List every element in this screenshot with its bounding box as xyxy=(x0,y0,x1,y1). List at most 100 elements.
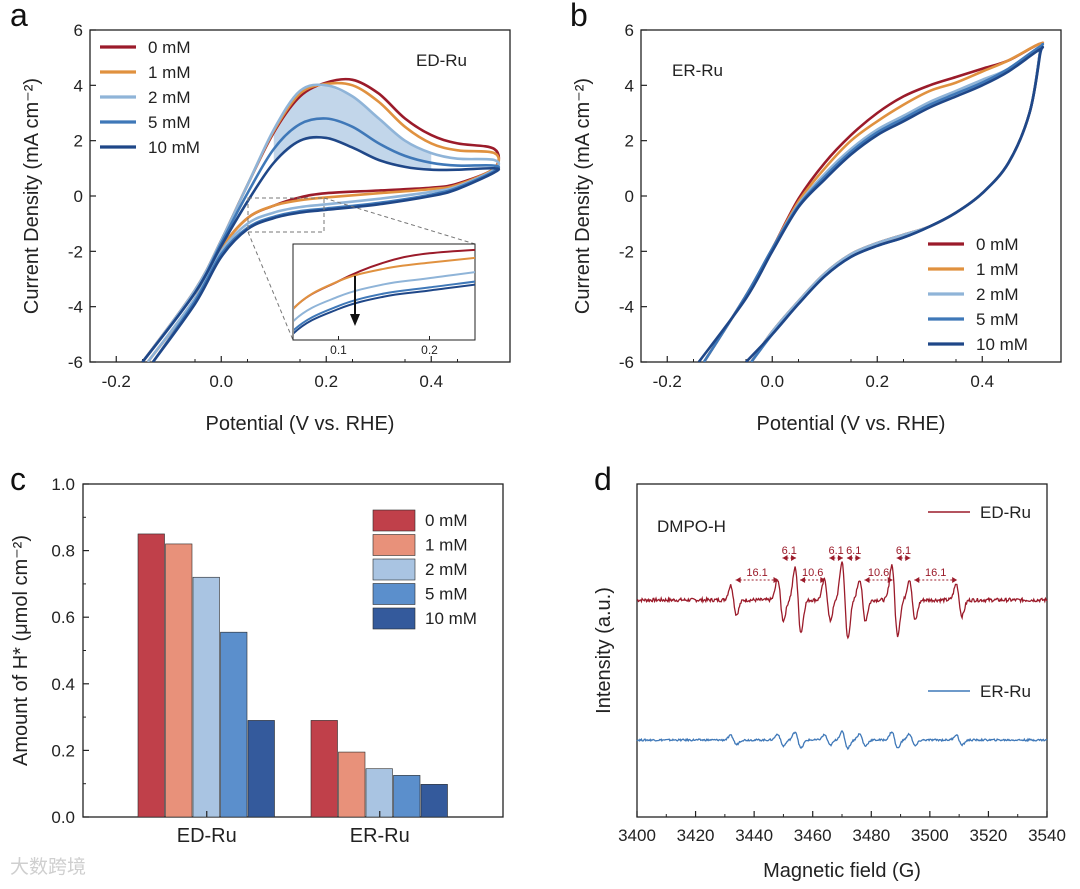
x-tick-label: 0.4 xyxy=(419,372,443,391)
y-tick-label: 1.0 xyxy=(51,475,75,494)
legend-swatch xyxy=(372,534,416,556)
bar xyxy=(165,543,193,818)
y-tick-label: 2 xyxy=(74,132,83,151)
x-tick-label: 3420 xyxy=(677,826,715,845)
y-tick-label: -2 xyxy=(68,242,83,261)
zoom-box xyxy=(247,197,325,233)
x-tick-label: 0.0 xyxy=(209,372,233,391)
panel-c-bar-chart: c 0.0 0.2 0.4 0.6 0.8 1.0 Amount of H* (μmol cm… xyxy=(10,461,504,847)
x-tick-label: 3460 xyxy=(794,826,832,845)
splitting-arrow-head xyxy=(782,555,788,561)
x-tick-label: 0.0 xyxy=(760,372,784,391)
legend-label: 1 mM xyxy=(976,260,1019,279)
legend-swatch xyxy=(372,583,416,605)
x-tick-label: 0.4 xyxy=(970,372,994,391)
x-axis-label: Magnetic field (G) xyxy=(763,860,921,882)
legend-swatch xyxy=(372,607,416,630)
legend-swatch xyxy=(372,558,416,581)
bar xyxy=(393,775,421,818)
y-tick-label: -4 xyxy=(68,298,83,317)
y-tick-label: 0 xyxy=(625,187,634,206)
panel-d-epr-spectra: d 3400 3420 3440 3460 3480 3500 3520 3540 Magneti… xyxy=(593,461,1066,882)
x-tick-label: ED-Ru xyxy=(177,825,237,847)
y-tick-label: 0.2 xyxy=(51,741,75,760)
splitting-arrow-head xyxy=(914,577,920,583)
splitting-arrow-head xyxy=(952,577,958,583)
splitting-arrow-head xyxy=(800,577,806,583)
legend-label: 2 mM xyxy=(976,285,1019,304)
splitting-label: 10.6 xyxy=(802,567,823,579)
epr-spectrum xyxy=(636,561,1048,640)
legend-label: 1 mM xyxy=(148,63,191,82)
x-tick-label: 3520 xyxy=(970,826,1008,845)
splitting-arrow-head xyxy=(846,555,852,561)
sample-annotation: DMPO-H xyxy=(657,517,726,536)
splitting-arrow-head xyxy=(837,555,843,561)
splitting-arrow-head xyxy=(905,555,911,561)
panel-a-cv-ed-ru: a -0.2 0.0 0.2 0.4 -6 -4 -2 0 2 4 6 Potential (V vs.… xyxy=(10,0,511,435)
x-tick-label: 3500 xyxy=(911,826,949,845)
legend-label: 10 mM xyxy=(425,609,477,628)
x-tick-label: 3480 xyxy=(852,826,890,845)
legend-label: 10 mM xyxy=(976,335,1028,354)
inset-series-line xyxy=(294,283,475,335)
y-axis-label: Current Density (mA cm⁻²) xyxy=(572,78,594,314)
panel-letter: c xyxy=(10,461,26,497)
splitting-arrow-head xyxy=(773,577,779,583)
legend-label: ED-Ru xyxy=(980,503,1031,522)
y-tick-label: 0.0 xyxy=(51,808,75,827)
splitting-label: 6.1 xyxy=(828,545,843,557)
x-axis-label: Potential (V vs. RHE) xyxy=(206,413,395,435)
series-line xyxy=(141,135,501,362)
inset-series-line xyxy=(294,271,475,322)
zoom-connector xyxy=(247,231,294,341)
bar xyxy=(365,768,393,818)
splitting-label: 16.1 xyxy=(925,567,946,579)
y-axis-label: Amount of H* (μmol cm⁻²) xyxy=(10,535,32,766)
x-tick-label: 0.2 xyxy=(314,372,338,391)
bar xyxy=(220,631,248,818)
legend-label: 5 mM xyxy=(148,113,191,132)
legend-swatch xyxy=(372,509,416,532)
trend-arrow-head xyxy=(350,314,360,326)
x-tick-label: 3400 xyxy=(618,826,656,845)
legend-label: 2 mM xyxy=(425,560,468,579)
sample-annotation: ED-Ru xyxy=(416,51,467,70)
panel-letter: a xyxy=(10,0,28,33)
splitting-arrow-head xyxy=(855,555,861,561)
y-tick-label: -6 xyxy=(68,353,83,372)
x-tick-label: -0.2 xyxy=(653,372,682,391)
epr-spectrum xyxy=(636,729,1048,751)
y-tick-label: 4 xyxy=(625,76,634,95)
bar xyxy=(137,533,165,818)
y-tick-label: 0.4 xyxy=(51,675,75,694)
legend-label: 2 mM xyxy=(148,88,191,107)
x-tick-label: 3540 xyxy=(1028,826,1066,845)
y-tick-label: -6 xyxy=(619,353,634,372)
bar xyxy=(420,784,448,818)
curves xyxy=(141,77,501,362)
legend-label: 0 mM xyxy=(148,38,191,57)
bar xyxy=(247,720,275,818)
x-tick-label: ER-Ru xyxy=(350,825,410,847)
y-tick-label: 4 xyxy=(74,76,83,95)
splitting-arrow-head xyxy=(735,577,741,583)
y-tick-label: 6 xyxy=(625,21,634,40)
series-line xyxy=(141,83,501,362)
shaded-region xyxy=(798,68,1009,208)
splitting-arrow-head xyxy=(829,555,835,561)
sample-annotation: ER-Ru xyxy=(672,61,723,80)
inset-frame xyxy=(292,243,476,341)
y-axis-label: Intensity (a.u.) xyxy=(593,587,615,714)
inset-x-tick-label: 0.2 xyxy=(421,343,438,357)
bar xyxy=(338,751,366,818)
inset-series-line xyxy=(294,256,475,310)
y-tick-label: 0.8 xyxy=(51,542,75,561)
splitting-label: 6.1 xyxy=(896,545,911,557)
splitting-arrow-head xyxy=(820,577,826,583)
panel-letter: b xyxy=(570,0,588,33)
inset-curves xyxy=(294,248,475,335)
y-tick-label: 0 xyxy=(74,187,83,206)
splitting-label: 16.1 xyxy=(746,567,767,579)
